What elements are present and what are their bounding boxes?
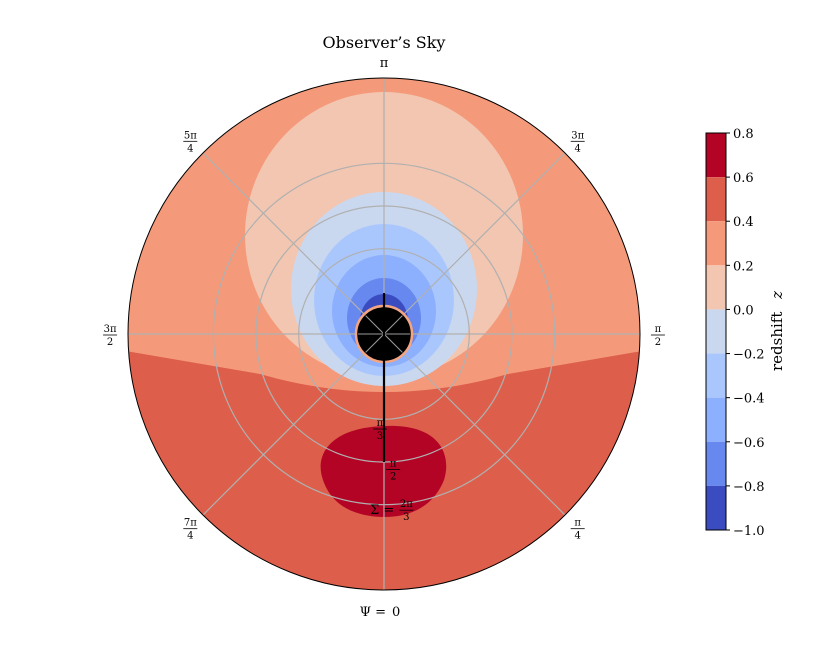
polar-frame [127,77,641,591]
radial-tick-label-1-numerator: π [377,418,384,429]
colorbar-label: redshift z [768,291,786,371]
radial-tick-label-2-numerator: π [390,459,397,470]
colorbar-tick-label-3: 0.4 [733,215,754,230]
radial-tick-label-3: Σ = 2π 3 [370,499,414,523]
angular-tick-label-7: 3π2 [103,324,118,348]
colorbar-tick-label-7: −0.4 [733,392,765,407]
colorbar-block-3 [706,221,726,266]
colorbar-tick-label-9: −0.8 [733,480,765,495]
colorbar-tick-label-4: 0.2 [733,259,754,274]
radial-tick-label-1-denominator: 3 [377,431,383,442]
colorbar-tick-label-5: 0.0 [733,303,754,318]
angular-tick-label-7-denominator: 2 [107,337,113,348]
radial-tick-label-2: π2 [386,459,401,483]
angular-tick-label-2-numerator: π [574,518,581,529]
angular-tick-label-6-denominator: 4 [187,143,193,154]
angular-tick-label-1: Ψ = 0 [360,605,401,620]
colorbar-block-6 [706,353,726,398]
angular-tick-label-1-text: 0 [392,605,400,620]
radial-tick-label-2-denominator: 2 [390,472,396,483]
angular-tick-label-6-numerator: 5π [184,130,197,141]
colorbar-tick-label-2: 0.6 [733,171,754,186]
angular-tick-label-3-numerator: π [655,324,662,335]
angular-tick-label-8-denominator: 4 [187,531,193,542]
colorbar-block-5 [706,309,726,354]
colorbar-tick-label-6: −0.2 [733,348,765,363]
angular-tick-label-2: π4 [570,518,585,542]
colorbar-tick-label-10: −1.0 [733,524,765,539]
colorbar-block-4 [706,265,726,310]
angular-tick-label-4: 3π4 [570,130,585,154]
angular-grid-line-6 [202,152,385,335]
angular-tick-label-6: 5π4 [183,130,198,154]
angular-grid-line-2 [383,333,566,516]
angular-tick-label-2-denominator: 4 [575,531,581,542]
angular-tick-label-8-numerator: 7π [184,518,197,529]
angular-tick-label-4-denominator: 4 [575,143,581,154]
chart-title: Observer’s Sky [323,33,446,52]
colorbar: 0.8 0.6 0.4 0.2 0.0 −0.2 −0.4 −0.6 −0.8 −1.0 reds… [705,127,786,539]
angular-tick-label-3: π2 [650,324,665,348]
colorbar-tick-label-1: 0.8 [733,127,754,142]
radial-tick-label-1: π3 [372,418,387,442]
colorbar-block-9 [706,485,726,530]
colorbar-blocks [706,133,726,530]
angular-grid-line-8 [202,333,385,516]
colorbar-tick-label-8: −0.6 [733,436,765,451]
colorbar-ticks: 0.8 0.6 0.4 0.2 0.0 −0.2 −0.4 −0.6 −0.8 −1.0 [726,127,765,539]
angular-tick-label-4-numerator: 3π [571,130,584,141]
radial-tick-label-3-denominator: 3 [403,512,409,523]
angular-grid-line-4 [383,152,566,335]
colorbar-block-1 [706,133,726,178]
angular-tick-label-5-text: π [380,56,389,71]
angular-tick-label-8: 7π4 [183,518,198,542]
colorbar-label-text: redshift [768,312,786,371]
angular-tick-label-3-denominator: 2 [655,337,661,348]
colorbar-label-symbol: z [768,291,786,300]
colorbar-block-8 [706,441,726,486]
angular-tick-label-1-prefix: Ψ = [360,605,386,620]
angular-tick-label-5: π [380,56,389,71]
angular-tick-label-7-numerator: 3π [104,324,117,335]
radial-tick-label-3-numerator: 2π [400,499,413,510]
radial-tick-label-3-prefix: Σ = [370,503,394,518]
colorbar-block-2 [706,177,726,222]
colorbar-frame [705,132,727,531]
colorbar-block-7 [706,397,726,442]
